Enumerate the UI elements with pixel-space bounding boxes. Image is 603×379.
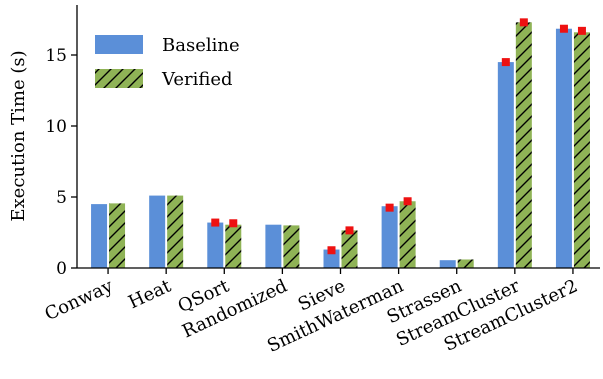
legend-swatch-verified bbox=[95, 69, 143, 88]
legend-label-verified: Verified bbox=[161, 69, 233, 90]
y-tick-label: 0 bbox=[56, 259, 67, 279]
error-marker bbox=[501, 58, 510, 67]
y-axis-title: Execution Time (s) bbox=[8, 50, 29, 221]
y-axis-ticks: 0 5 10 15 bbox=[45, 46, 77, 279]
bar-baseline-qsort bbox=[207, 222, 224, 268]
bar-verified-strassen bbox=[457, 259, 474, 268]
bar-verified-qsort bbox=[225, 224, 242, 268]
bar-baseline-smithwaterman bbox=[381, 206, 398, 268]
error-marker bbox=[345, 226, 354, 235]
bar-verified-randomized bbox=[283, 225, 300, 268]
bar-baseline-conway bbox=[91, 204, 108, 268]
bar-verified-smithwaterman bbox=[399, 201, 416, 268]
error-marker bbox=[559, 24, 568, 33]
error-marker bbox=[327, 246, 336, 255]
error-marker bbox=[211, 218, 220, 227]
bar-verified-conway bbox=[109, 203, 126, 268]
error-marker bbox=[519, 18, 528, 27]
x-tick-label: Conway bbox=[42, 275, 117, 325]
y-tick-label: 10 bbox=[45, 117, 67, 137]
legend: Baseline Verified bbox=[95, 35, 240, 90]
error-marker bbox=[577, 26, 586, 35]
bar-baseline-streamcluster bbox=[497, 62, 514, 268]
error-marker bbox=[229, 219, 238, 228]
bar-baseline-strassen bbox=[439, 260, 456, 268]
bar-verified-streamcluster bbox=[515, 22, 532, 269]
error-marker bbox=[403, 197, 412, 206]
legend-swatch-baseline bbox=[95, 35, 143, 54]
bar-baseline-streamcluster2 bbox=[555, 28, 572, 269]
bar-verified-sieve bbox=[341, 230, 358, 268]
plot-area bbox=[91, 18, 590, 269]
y-tick-label: 5 bbox=[56, 188, 67, 208]
bar-verified-heat bbox=[167, 195, 184, 268]
legend-label-baseline: Baseline bbox=[162, 35, 240, 56]
bar-baseline-heat bbox=[149, 195, 166, 268]
bar-baseline-randomized bbox=[265, 224, 282, 268]
y-tick-label: 15 bbox=[45, 46, 67, 66]
bar-verified-streamcluster2 bbox=[573, 32, 590, 268]
error-marker bbox=[385, 203, 394, 212]
x-tick-label: Heat bbox=[125, 275, 175, 313]
